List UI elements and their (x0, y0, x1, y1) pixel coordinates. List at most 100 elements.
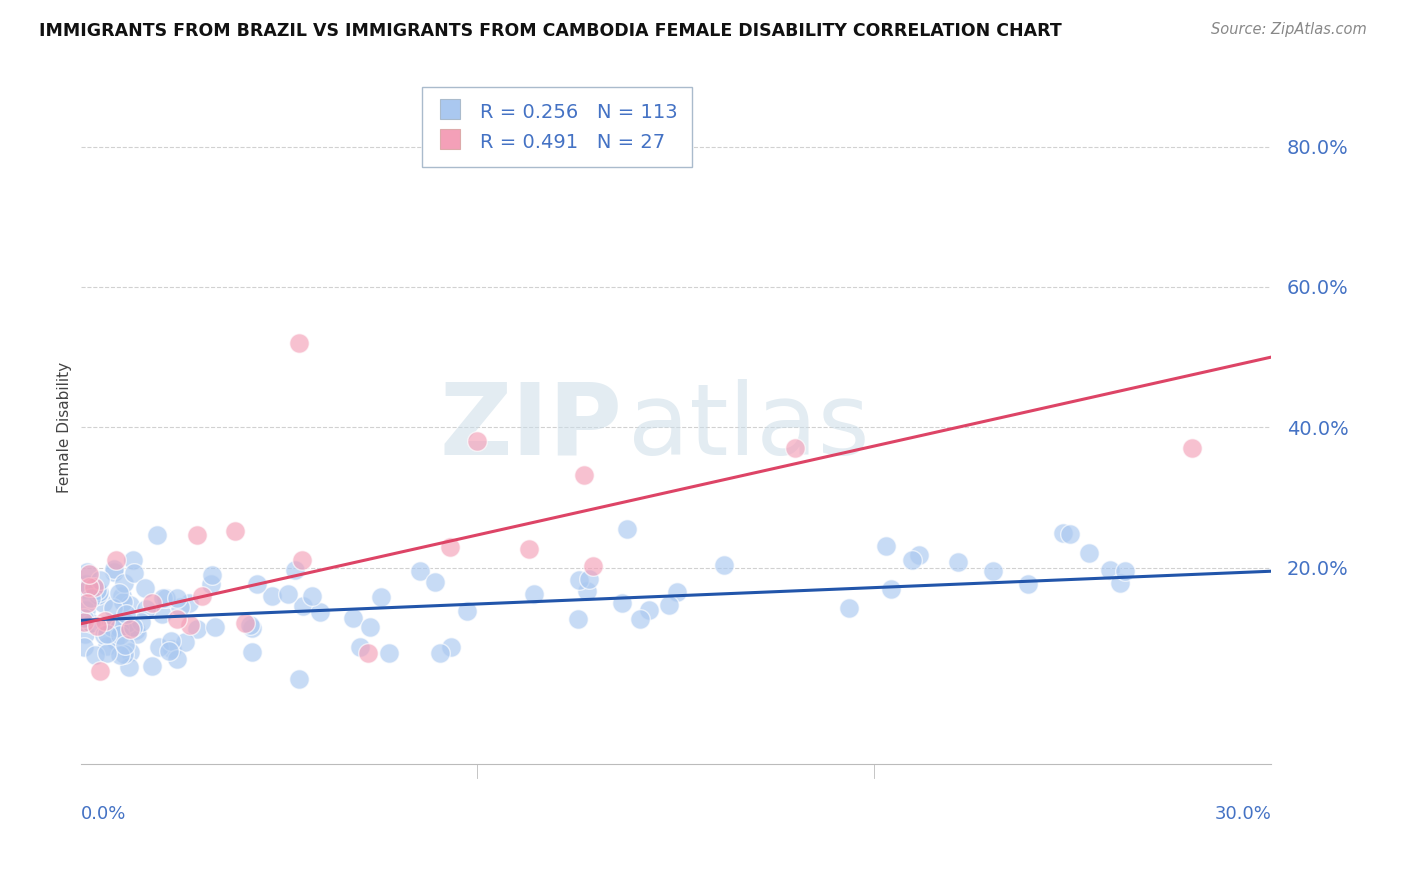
Point (284, 563, 307, 577)
Point (628, 612, 651, 626)
Point (94, 618, 117, 632)
Point (79, 591, 101, 605)
Point (75, 603, 97, 617)
Point (349, 640, 371, 655)
Point (146, 528, 169, 542)
Point (658, 598, 681, 612)
Point (240, 621, 263, 635)
Point (112, 576, 135, 591)
Point (359, 620, 381, 634)
Point (93, 628, 115, 642)
Point (610, 596, 633, 610)
Point (75, 577, 97, 591)
Point (96, 646, 118, 660)
Point (112, 647, 135, 661)
Text: 30.0%: 30.0% (1215, 805, 1271, 822)
Point (567, 612, 589, 626)
Point (122, 620, 145, 634)
Point (141, 596, 163, 610)
Point (107, 622, 129, 636)
Point (112, 595, 135, 609)
Point (260, 590, 283, 604)
Point (239, 617, 262, 632)
Point (186, 528, 208, 542)
Point (291, 553, 314, 567)
Point (83, 648, 105, 662)
Point (86, 588, 108, 602)
Point (456, 604, 478, 618)
Point (880, 582, 903, 596)
Point (118, 598, 141, 612)
Point (1059, 526, 1081, 541)
Point (568, 573, 591, 587)
Point (129, 615, 152, 629)
Point (301, 589, 323, 603)
Point (575, 584, 598, 599)
Point (103, 565, 125, 579)
Point (96, 639, 118, 653)
Point (169, 600, 191, 615)
Point (101, 601, 124, 615)
Point (120, 645, 142, 659)
Point (114, 638, 136, 652)
Text: IMMIGRANTS FROM BRAZIL VS IMMIGRANTS FROM CAMBODIA FEMALE DISABILITY CORRELATION: IMMIGRANTS FROM BRAZIL VS IMMIGRANTS FRO… (39, 22, 1062, 40)
Point (89, 585, 111, 599)
Point (288, 672, 311, 686)
Point (638, 603, 661, 617)
Point (423, 575, 446, 590)
Point (75, 626, 97, 640)
Point (467, 434, 489, 449)
Point (77, 580, 100, 594)
Point (89, 573, 111, 587)
Point (162, 642, 184, 657)
Point (440, 640, 463, 654)
Point (89, 664, 111, 678)
Point (342, 611, 364, 625)
Point (148, 640, 170, 654)
Point (125, 623, 148, 637)
Point (73, 640, 96, 654)
Point (277, 587, 299, 601)
Point (83, 580, 105, 594)
Point (76, 596, 98, 610)
Point (160, 633, 183, 648)
Point (783, 442, 806, 456)
Point (578, 572, 600, 586)
Point (108, 648, 131, 662)
Point (96, 627, 118, 641)
Point (572, 467, 595, 482)
Point (127, 627, 149, 641)
Point (201, 568, 224, 582)
Text: Source: ZipAtlas.com: Source: ZipAtlas.com (1211, 22, 1367, 37)
Point (110, 628, 132, 642)
Text: ZIP: ZIP (439, 379, 623, 475)
Point (100, 619, 122, 633)
Point (246, 577, 269, 591)
Point (378, 647, 401, 661)
Point (666, 585, 689, 599)
Point (370, 591, 392, 605)
Point (166, 612, 188, 626)
Point (105, 552, 128, 566)
Point (291, 599, 314, 613)
Point (103, 562, 125, 576)
Point (581, 559, 603, 574)
Point (908, 548, 931, 562)
Point (150, 607, 173, 621)
Point (76, 566, 98, 580)
Point (409, 565, 432, 579)
Point (86, 583, 108, 598)
Legend: R = 0.256   N = 113, R = 0.491   N = 27: R = 0.256 N = 113, R = 0.491 N = 27 (422, 87, 692, 167)
Point (115, 607, 138, 621)
Point (713, 558, 735, 573)
Point (152, 591, 174, 605)
Point (107, 585, 129, 599)
Point (288, 336, 311, 351)
Point (86, 619, 108, 633)
Point (118, 660, 141, 674)
Point (204, 620, 226, 634)
Point (191, 589, 214, 603)
Point (73, 582, 96, 597)
Text: atlas: atlas (628, 379, 870, 475)
Point (1109, 576, 1132, 591)
